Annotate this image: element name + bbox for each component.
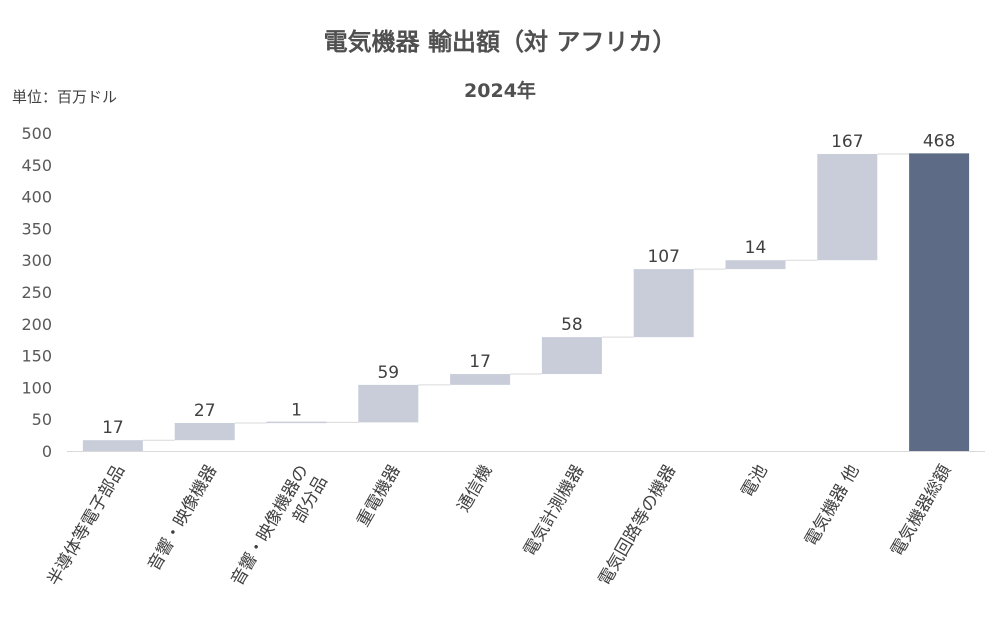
- category-label: 音響・映像機器の: [228, 462, 313, 590]
- category-label-group: 電気計測機器: [520, 462, 588, 560]
- data-label: 167: [831, 132, 863, 152]
- category-label-group: 電池: [738, 462, 772, 501]
- increment-bar: [358, 384, 419, 423]
- y-tick-label: 200: [21, 315, 52, 334]
- y-tick-label: 150: [21, 347, 52, 366]
- increment-bar: [82, 440, 143, 451]
- category-label: 電気回路等の機器: [595, 462, 680, 590]
- data-label: 468: [923, 131, 955, 151]
- y-tick-label: 50: [32, 410, 52, 429]
- category-label: 音響・映像機器: [144, 462, 221, 575]
- category-label: 電池: [738, 462, 772, 501]
- increment-bar: [817, 153, 878, 261]
- category-label-group: 音響・映像機器: [144, 462, 221, 575]
- category-label: 通信機: [454, 462, 497, 516]
- increment-bar: [174, 423, 235, 441]
- data-label: 58: [561, 315, 583, 335]
- category-label-group: 電気機器総額: [887, 462, 955, 560]
- increment-bar: [541, 337, 602, 375]
- y-tick-label: 350: [21, 219, 52, 238]
- category-label: 半導体等電子部品: [44, 462, 129, 590]
- y-tick-label: 450: [21, 156, 52, 175]
- category-label: 電気計測機器: [520, 462, 588, 560]
- increment-bar: [266, 421, 327, 424]
- data-label: 14: [745, 238, 767, 258]
- category-label: 電気機器総額: [887, 462, 955, 560]
- data-label: 59: [377, 363, 399, 383]
- total-bar: [909, 153, 970, 452]
- category-label: 重電機器: [353, 462, 404, 531]
- y-tick-label: 0: [42, 442, 52, 461]
- data-label: 107: [647, 247, 679, 267]
- increment-bar: [633, 269, 694, 338]
- increment-bar: [725, 260, 786, 270]
- y-tick-label: 100: [21, 378, 52, 397]
- category-label: 電気機器 他: [801, 462, 864, 550]
- y-tick-label: 250: [21, 283, 52, 302]
- data-label: 27: [194, 401, 216, 421]
- data-label: 17: [469, 352, 491, 372]
- chart-subtitle: 2024年: [464, 80, 536, 102]
- category-label-group: 電気回路等の機器: [595, 462, 680, 590]
- category-label-group: 重電機器: [353, 462, 404, 531]
- y-tick-label: 400: [21, 188, 52, 207]
- chart-title: 電気機器 輸出額（対 アフリカ）: [323, 28, 677, 56]
- unit-label: 単位：百万ドル: [12, 88, 118, 106]
- data-label: 17: [102, 418, 124, 438]
- category-label-group: 半導体等電子部品: [44, 462, 129, 590]
- y-tick-label: 500: [21, 124, 52, 143]
- y-tick-label: 300: [21, 251, 52, 270]
- category-label-group: 電気機器 他: [801, 462, 864, 550]
- increment-bar: [450, 374, 511, 385]
- category-label-group: 通信機: [454, 462, 497, 516]
- data-label: 1: [291, 400, 302, 420]
